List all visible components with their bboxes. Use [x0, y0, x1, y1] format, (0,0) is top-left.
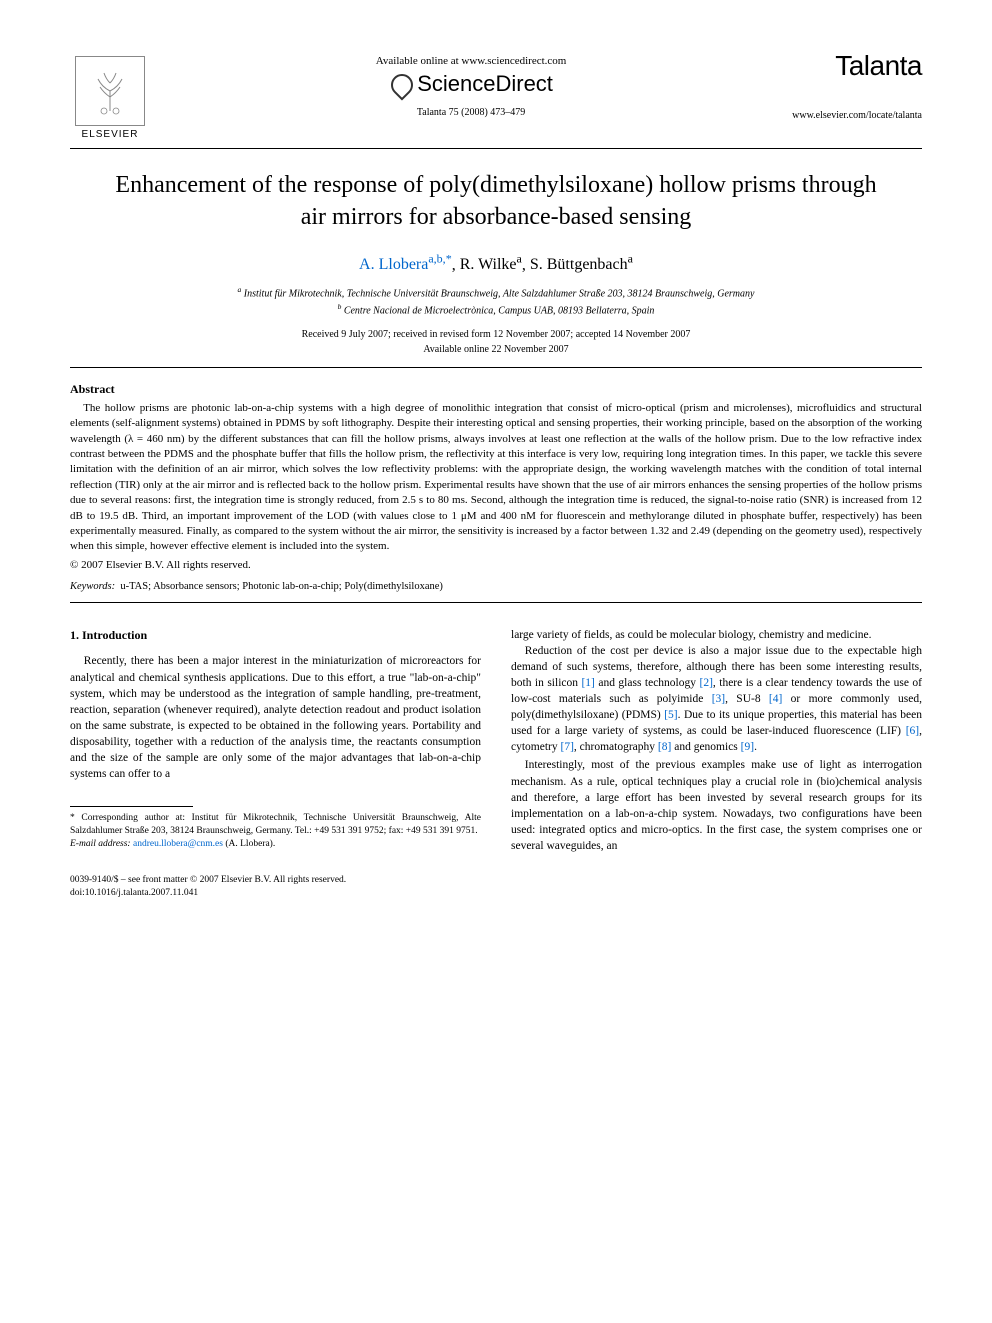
journal-url: www.elsevier.com/locate/talanta — [792, 110, 922, 121]
left-column: 1. Introduction Recently, there has been… — [70, 627, 481, 856]
divider-top — [70, 148, 922, 149]
author-3-name: S. Büttgenbach — [530, 256, 628, 273]
keywords-list: u-TAS; Absorbance sensors; Photonic lab-… — [120, 581, 443, 592]
affiliation-a: a Institut für Mikrotechnik, Technische … — [70, 284, 922, 301]
ref-1[interactable]: [1] — [581, 677, 594, 689]
sciencedirect-label: ScienceDirect — [417, 71, 553, 97]
author-2-aff: a — [517, 252, 522, 266]
footnote-corr-text: * Corresponding author at: Institut für … — [70, 812, 481, 838]
intro-left-p1: Recently, there has been a major interes… — [70, 653, 481, 782]
author-2-name: R. Wilke — [460, 256, 517, 273]
abstract-heading: Abstract — [70, 382, 922, 397]
author-1-corr: * — [446, 252, 452, 266]
intro-right-p2: Reduction of the cost per device is also… — [511, 643, 922, 756]
footnote-email-label: E-mail address: — [70, 839, 131, 849]
abstract-copyright: © 2007 Elsevier B.V. All rights reserved… — [70, 559, 922, 571]
article-dates: Received 9 July 2007; received in revise… — [70, 327, 922, 357]
ref-3[interactable]: [3] — [712, 693, 725, 705]
footnote-email-author: (A. Llobera). — [225, 839, 275, 849]
available-online-text: Available online at www.sciencedirect.co… — [150, 55, 792, 67]
elsevier-tree-icon — [75, 56, 145, 126]
journal-logo-block: Talanta www.elsevier.com/locate/talanta — [792, 50, 922, 121]
ref-8[interactable]: [8] — [658, 741, 671, 753]
author-1-aff: a,b, — [428, 252, 445, 266]
p2-d: , SU-8 — [725, 693, 769, 705]
keywords-line: Keywords: u-TAS; Absorbance sensors; Pho… — [70, 581, 922, 592]
dates-available: Available online 22 November 2007 — [70, 342, 922, 357]
p2-h: , chromatography — [574, 741, 658, 753]
ref-9[interactable]: [9] — [741, 741, 754, 753]
sciencedirect-icon — [389, 72, 413, 96]
affiliation-b: b Centre Nacional de Microelectrònica, C… — [70, 301, 922, 318]
ref-5[interactable]: [5] — [664, 709, 677, 721]
ref-7[interactable]: [7] — [561, 741, 574, 753]
author-3: S. Büttgenbacha — [530, 256, 633, 273]
footnote-email-line: E-mail address: andreu.llobera@cnm.es (A… — [70, 838, 481, 851]
ref-4[interactable]: [4] — [769, 693, 782, 705]
elsevier-logo: ELSEVIER — [70, 50, 150, 140]
article-title: Enhancement of the response of poly(dime… — [110, 169, 882, 234]
divider-mid — [70, 367, 922, 368]
keywords-label: Keywords: — [70, 581, 115, 592]
dates-received: Received 9 July 2007; received in revise… — [70, 327, 922, 342]
abstract-body: The hollow prisms are photonic lab-on-a-… — [70, 401, 922, 555]
author-1[interactable]: A. Lloberaa,b,* — [359, 256, 452, 273]
footnote-separator — [70, 806, 193, 807]
ref-6[interactable]: [6] — [906, 725, 919, 737]
ref-2[interactable]: [2] — [699, 677, 712, 689]
sciencedirect-brand: ScienceDirect — [150, 71, 792, 97]
author-3-aff: a — [628, 252, 633, 266]
intro-heading: 1. Introduction — [70, 627, 481, 644]
author-1-name: A. Llobera — [359, 256, 428, 273]
journal-reference: Talanta 75 (2008) 473–479 — [150, 107, 792, 118]
affiliation-a-text: Institut für Mikrotechnik, Technische Un… — [244, 288, 755, 299]
elsevier-label: ELSEVIER — [82, 129, 139, 140]
affiliation-b-text: Centre Nacional de Microelectrònica, Cam… — [344, 306, 655, 317]
intro-right-p1: large variety of fields, as could be mol… — [511, 627, 922, 643]
author-2: R. Wilkea — [460, 256, 522, 273]
body-columns: 1. Introduction Recently, there has been… — [70, 627, 922, 856]
right-column: large variety of fields, as could be mol… — [511, 627, 922, 856]
page-header: ELSEVIER Available online at www.science… — [70, 50, 922, 140]
p2-j: . — [754, 741, 757, 753]
p2-i: and genomics — [671, 741, 740, 753]
center-header: Available online at www.sciencedirect.co… — [150, 50, 792, 118]
authors-line: A. Lloberaa,b,*, R. Wilkea, S. Büttgenba… — [70, 252, 922, 274]
journal-name: Talanta — [792, 50, 922, 82]
footer-line1: 0039-9140/$ – see front matter © 2007 El… — [70, 874, 922, 887]
corresponding-author-footnote: * Corresponding author at: Institut für … — [70, 812, 481, 850]
footer-line2: doi:10.1016/j.talanta.2007.11.041 — [70, 887, 922, 900]
footnote-email-link[interactable]: andreu.llobera@cnm.es — [133, 839, 223, 849]
affiliations: a Institut für Mikrotechnik, Technische … — [70, 284, 922, 319]
divider-bottom — [70, 602, 922, 603]
page-footer: 0039-9140/$ – see front matter © 2007 El… — [70, 874, 922, 901]
intro-right-p3: Interestingly, most of the previous exam… — [511, 757, 922, 854]
p2-b: and glass technology — [595, 677, 700, 689]
